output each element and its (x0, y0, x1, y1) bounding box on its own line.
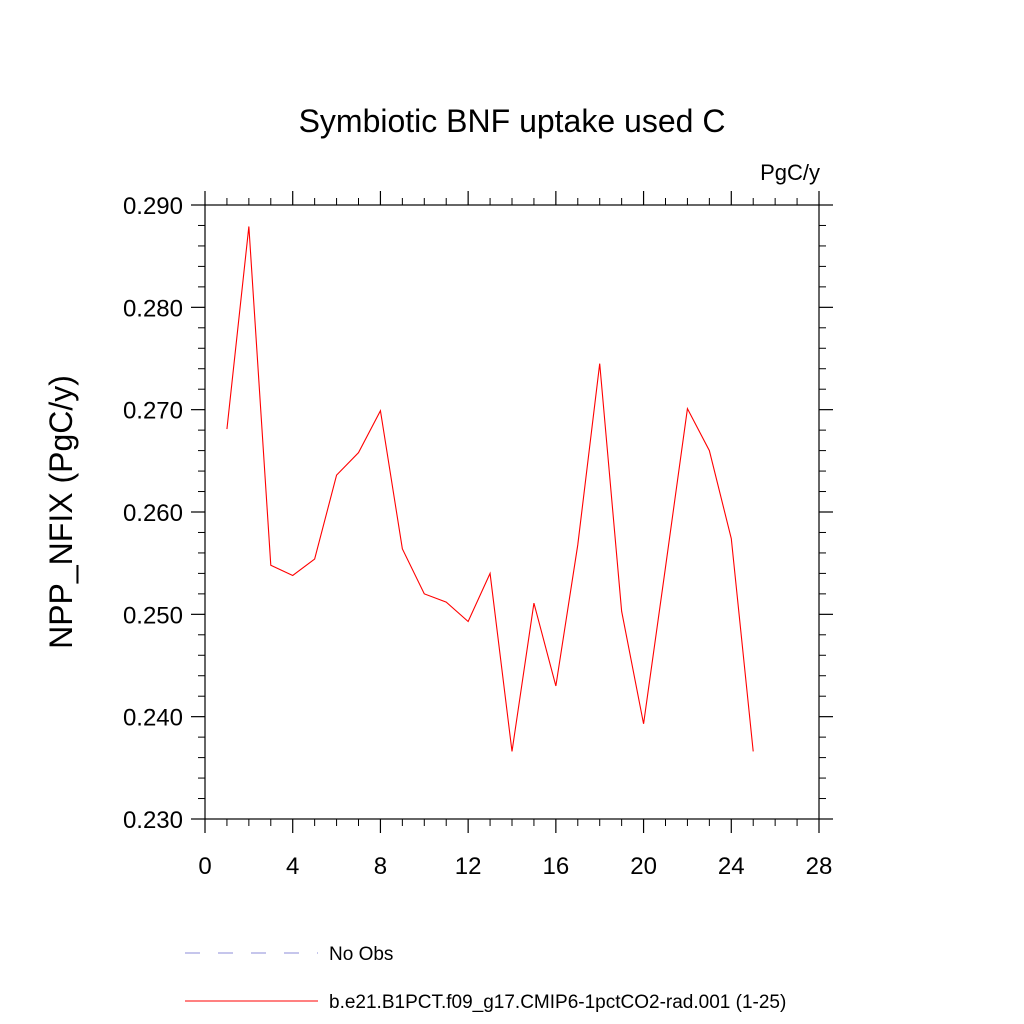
legend-label-model-run: b.e21.B1PCT.f09_g17.CMIP6-1pctCO2-rad.00… (329, 992, 786, 1013)
x-tick-label: 28 (806, 853, 833, 880)
y-tick-label: 0.260 (123, 500, 183, 527)
y-tick-label: 0.280 (123, 295, 183, 322)
y-tick-labels: 0.230 0.240 0.250 0.260 0.270 0.280 0.290 (123, 193, 183, 834)
series-line (226, 226, 754, 752)
y-tick-label: 0.230 (123, 807, 183, 834)
units-label: PgC/y (760, 160, 820, 185)
axis-ticks (191, 191, 833, 833)
y-axis-label: NPP_NFIX (PgC/y) (43, 375, 79, 649)
x-tick-label: 16 (543, 853, 570, 880)
x-tick-labels: 0 4 8 12 16 20 24 28 (198, 853, 832, 880)
y-tick-label: 0.240 (123, 705, 183, 732)
x-tick-label: 12 (455, 853, 482, 880)
x-tick-label: 8 (374, 853, 387, 880)
legend: No Obs b.e21.B1PCT.f09_g17.CMIP6-1pctCO2… (185, 944, 786, 1013)
legend-label-no-obs: No Obs (329, 944, 393, 965)
x-tick-label: 4 (286, 853, 299, 880)
plot-frame (204, 204, 820, 820)
y-tick-label: 0.290 (123, 193, 183, 220)
chart-title: Symbiotic BNF uptake used C (299, 103, 726, 139)
x-tick-label: 0 (198, 853, 211, 880)
y-tick-label: 0.270 (123, 398, 183, 425)
y-tick-label: 0.250 (123, 602, 183, 629)
x-tick-label: 20 (630, 853, 657, 880)
series-group (226, 226, 754, 752)
x-tick-label: 24 (718, 853, 745, 880)
